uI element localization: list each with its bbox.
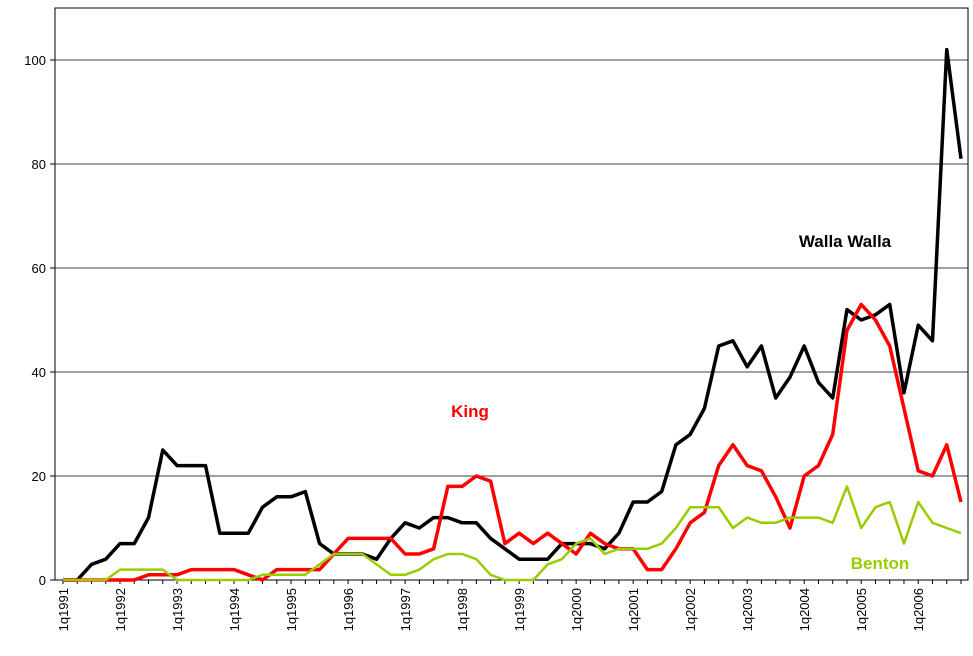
x-tick-label: 1q1994 <box>227 588 242 631</box>
y-tick-label: 100 <box>24 53 46 68</box>
x-tick-label: 1q2005 <box>854 588 869 631</box>
x-tick-label: 1q1998 <box>455 588 470 631</box>
series-label: King <box>451 402 489 421</box>
x-tick-label: 1q1997 <box>398 588 413 631</box>
series-label: Benton <box>851 554 910 573</box>
y-tick-label: 20 <box>32 469 46 484</box>
x-tick-label: 1q1993 <box>170 588 185 631</box>
x-tick-label: 1q2003 <box>740 588 755 631</box>
x-tick-label: 1q1999 <box>512 588 527 631</box>
x-tick-label: 1q2001 <box>626 588 641 631</box>
y-tick-label: 40 <box>32 365 46 380</box>
plot-frame <box>54 7 969 581</box>
series-line <box>63 302 963 582</box>
x-tick-label: 1q1996 <box>341 588 356 631</box>
series-label: Walla Walla <box>799 232 892 251</box>
x-tick-label: 1q1991 <box>56 588 71 631</box>
x-tick-label: 1q2002 <box>683 588 698 631</box>
x-tick-label: 1q2004 <box>797 588 812 631</box>
series-line <box>63 485 962 582</box>
x-tick-label: 1q2000 <box>569 588 584 631</box>
x-tick-label: 1q1992 <box>113 588 128 631</box>
series-line <box>63 47 963 582</box>
x-tick-label: 1q2006 <box>911 588 926 631</box>
x-tick-label: 1q1995 <box>284 588 299 631</box>
y-tick-label: 0 <box>39 573 46 588</box>
y-tick-label: 80 <box>32 157 46 172</box>
y-tick-label: 60 <box>32 261 46 276</box>
